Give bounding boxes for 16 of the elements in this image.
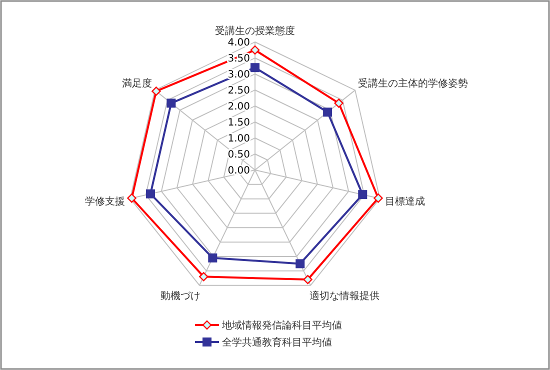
spoke-label: 動機づけ [160, 290, 200, 302]
y-tick-label: 1.00 [228, 134, 250, 144]
legend-label: 全学共通教育科目平均値 [222, 336, 332, 348]
spoke-label: 学修支援 [84, 196, 125, 208]
spoke-label: 受講生の授業態度 [215, 24, 295, 37]
spoke-label: 適切な情報提供 [310, 290, 380, 302]
y-tick-label: 0.00 [228, 166, 250, 176]
y-tick-label: 4.00 [228, 38, 250, 48]
spoke-label: 目標達成 [385, 196, 426, 208]
y-tick-label: 1.50 [228, 118, 250, 128]
y-tick-label: 2.00 [228, 102, 250, 112]
legend-label: 地域情報発信論科目平均値 [221, 320, 342, 332]
spoke-label: 受講生の主体的学修姿勢 [358, 78, 468, 90]
spoke-label: 満足度 [122, 78, 152, 90]
y-tick-label: 2.50 [228, 86, 250, 96]
y-tick-label: 0.50 [228, 150, 250, 160]
